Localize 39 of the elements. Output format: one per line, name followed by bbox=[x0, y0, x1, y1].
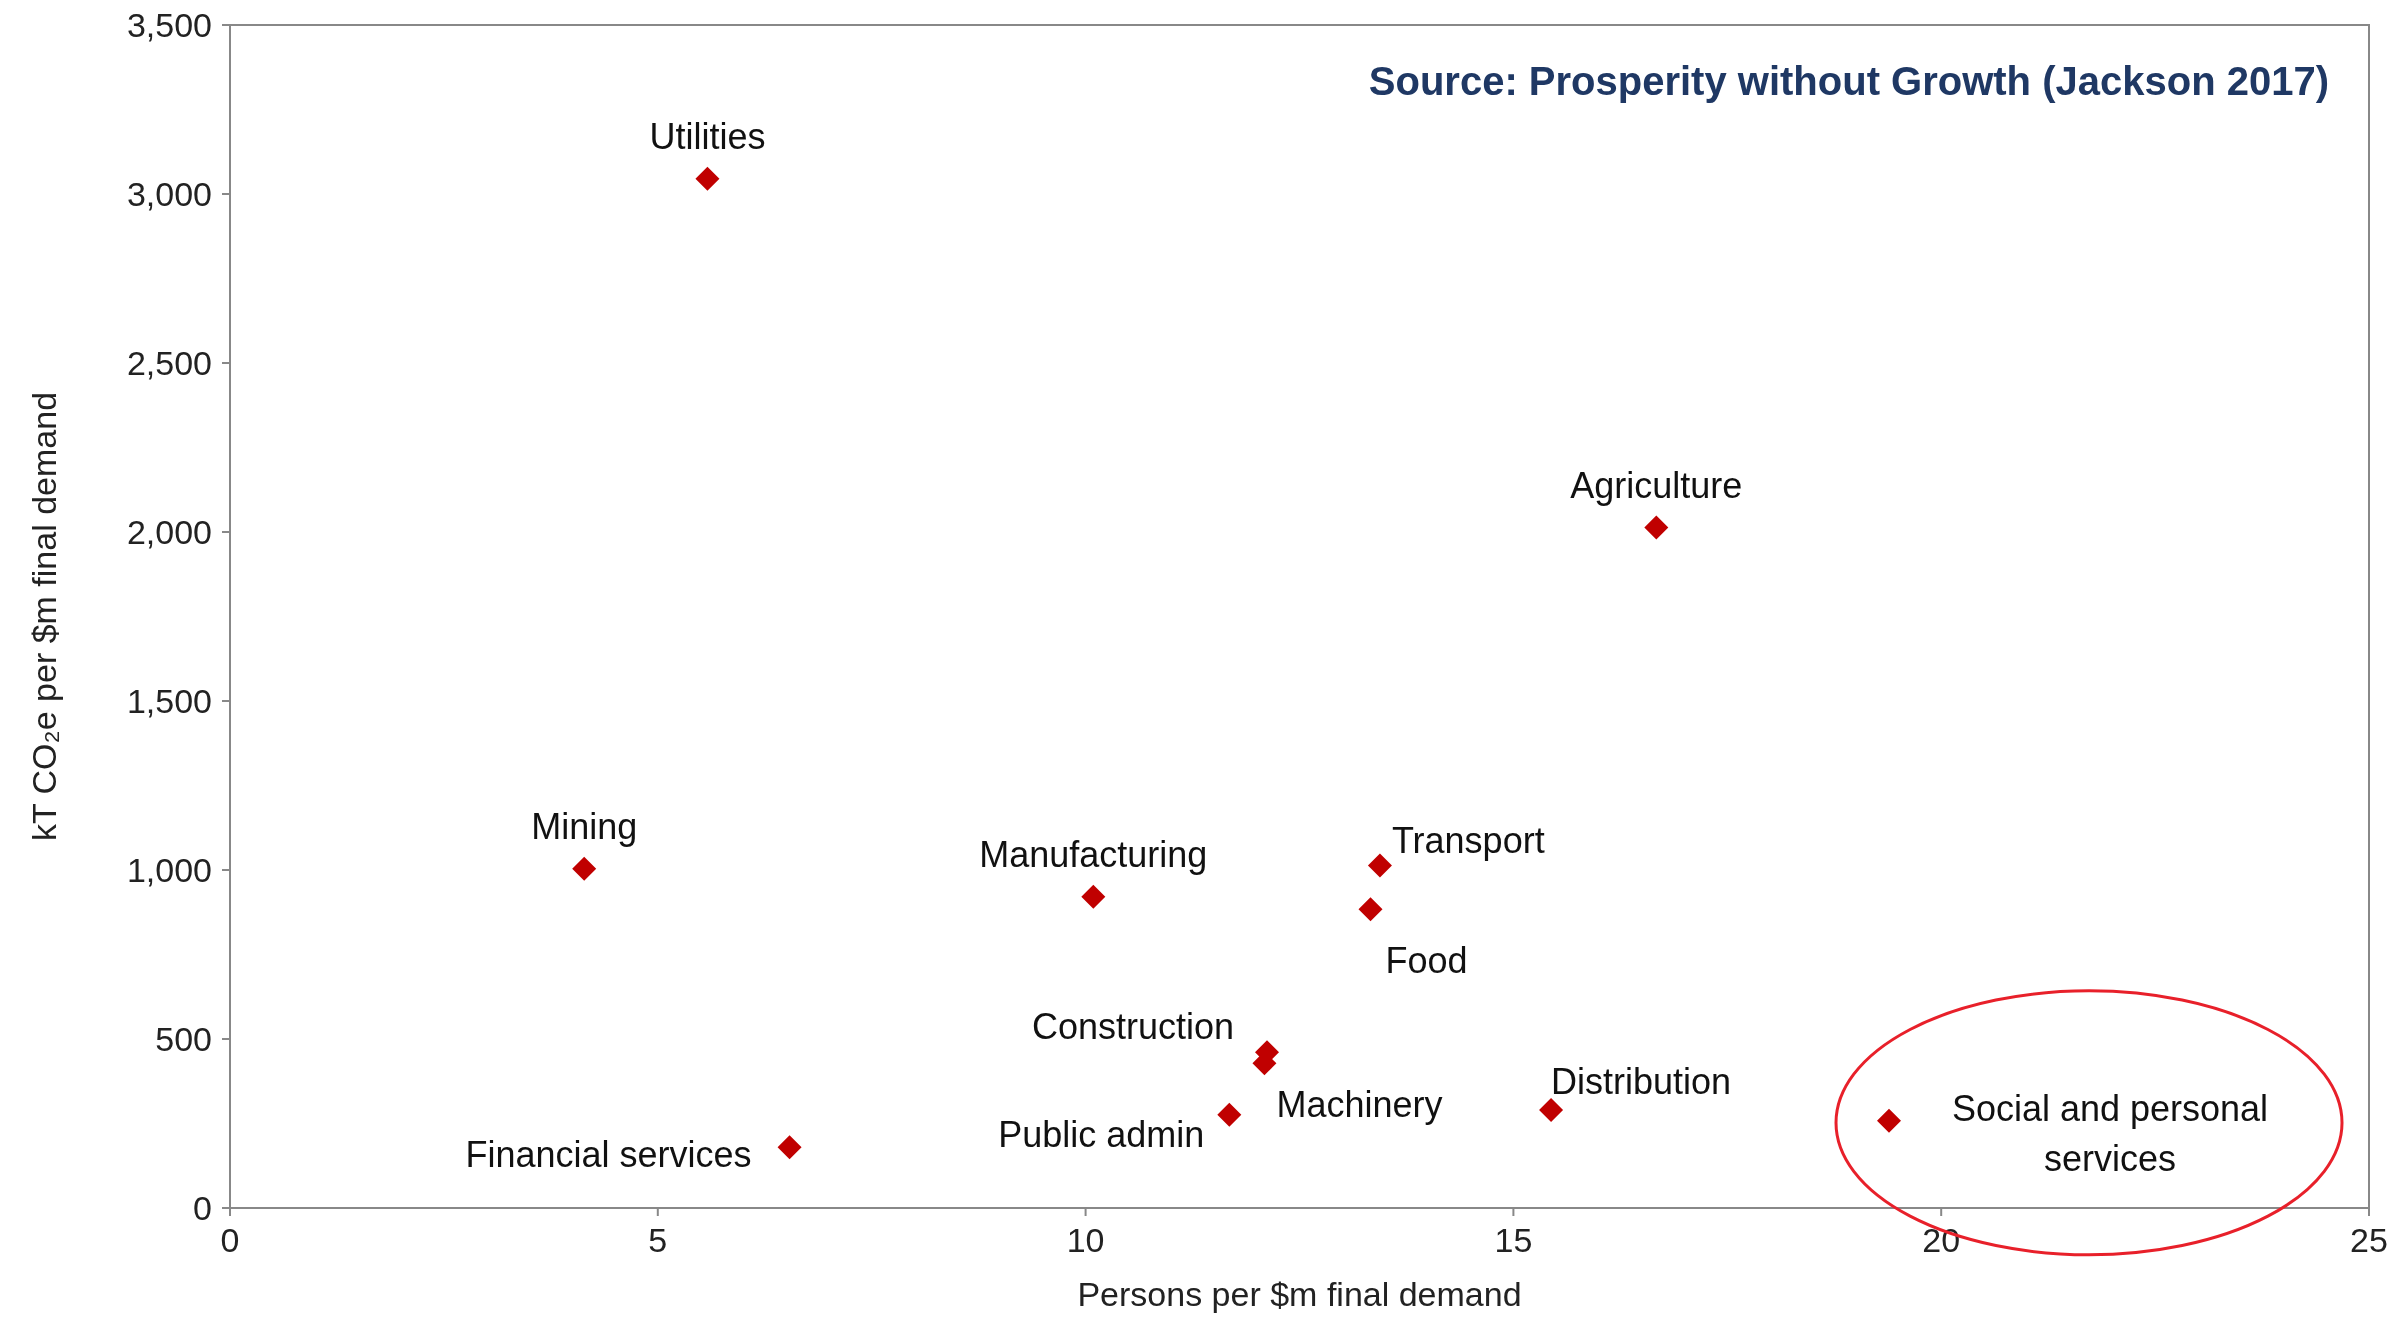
y-tick-label: 2,000 bbox=[126, 513, 212, 551]
y-axis-title: kT CO₂e per $m final demand bbox=[25, 391, 63, 842]
annotation: Public admin bbox=[998, 1113, 1205, 1155]
x-tick-label: 15 bbox=[1494, 1221, 1533, 1259]
x-tick-label: 20 bbox=[1922, 1221, 1961, 1259]
annotation: Machinery bbox=[1276, 1084, 1443, 1126]
annotation: Utilities bbox=[649, 115, 766, 157]
annotation: Source: Prosperity without Growth (Jackson 2017) bbox=[1368, 59, 2329, 103]
point bbox=[1539, 1097, 1564, 1122]
point bbox=[572, 856, 597, 881]
annotation: Food bbox=[1385, 940, 1468, 982]
point bbox=[777, 1135, 802, 1160]
y-tick-label: 1,500 bbox=[126, 682, 212, 720]
y-tick-label: 3,000 bbox=[126, 175, 212, 213]
y-tick-label: 500 bbox=[155, 1020, 212, 1058]
annotation: Financial services bbox=[465, 1134, 752, 1176]
annotation: Distribution bbox=[1551, 1060, 1732, 1102]
x-tick-label: 0 bbox=[220, 1221, 240, 1259]
point bbox=[695, 166, 720, 191]
x-axis-title: Persons per $m final demand bbox=[1077, 1275, 1522, 1313]
x-tick-label: 25 bbox=[2350, 1221, 2388, 1259]
point bbox=[1217, 1102, 1242, 1127]
annotation: Construction bbox=[1031, 1006, 1235, 1048]
point bbox=[1367, 853, 1392, 878]
point bbox=[1081, 884, 1106, 909]
annotation: Manufacturing bbox=[979, 833, 1208, 875]
point bbox=[1877, 1108, 1902, 1133]
point bbox=[1358, 897, 1383, 922]
annotation: Mining bbox=[531, 805, 638, 847]
annotation: Agriculture bbox=[1570, 464, 1743, 506]
annotation: Social and personal services bbox=[1951, 1087, 2269, 1179]
annotation: Transport bbox=[1391, 819, 1545, 861]
y-tick-label: 1,000 bbox=[126, 851, 212, 889]
y-tick-label: 3,500 bbox=[126, 6, 212, 44]
y-tick-label: 2,500 bbox=[126, 344, 212, 382]
y-tick-label: 0 bbox=[193, 1189, 212, 1227]
x-tick-label: 10 bbox=[1066, 1221, 1105, 1259]
point bbox=[1644, 515, 1669, 540]
x-tick-label: 5 bbox=[648, 1221, 668, 1259]
